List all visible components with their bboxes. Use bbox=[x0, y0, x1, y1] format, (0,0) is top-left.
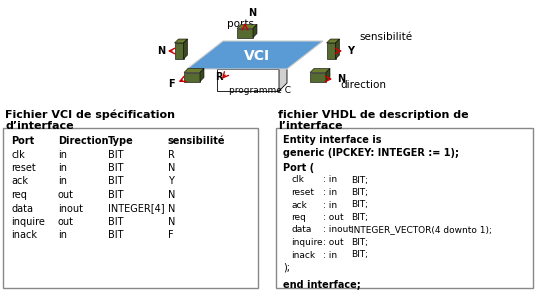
Text: F: F bbox=[168, 230, 174, 241]
Text: BIT;: BIT; bbox=[351, 238, 368, 247]
Text: );: ); bbox=[283, 263, 290, 273]
Text: req: req bbox=[11, 190, 27, 200]
Text: Y: Y bbox=[168, 176, 174, 187]
Text: programme C: programme C bbox=[229, 86, 291, 95]
Text: sensibilité: sensibilité bbox=[359, 32, 412, 42]
Text: in: in bbox=[58, 176, 67, 187]
Text: inquire: inquire bbox=[291, 238, 323, 247]
Text: sensibilité: sensibilité bbox=[168, 136, 226, 146]
Text: BIT: BIT bbox=[108, 190, 123, 200]
Text: reset: reset bbox=[291, 188, 314, 197]
Text: Entity interface is: Entity interface is bbox=[283, 135, 382, 145]
Text: Type: Type bbox=[108, 136, 134, 146]
Text: data: data bbox=[11, 204, 33, 213]
Text: Port (: Port ( bbox=[283, 163, 314, 173]
Text: BIT: BIT bbox=[108, 176, 123, 187]
Text: : inout: : inout bbox=[323, 225, 352, 234]
Text: out: out bbox=[58, 190, 74, 200]
Polygon shape bbox=[200, 69, 204, 81]
Text: inout: inout bbox=[58, 204, 83, 213]
Text: clk: clk bbox=[291, 175, 304, 185]
Polygon shape bbox=[184, 69, 204, 72]
Text: : out: : out bbox=[323, 213, 344, 222]
Text: BIT: BIT bbox=[108, 217, 123, 227]
Text: inack: inack bbox=[291, 251, 315, 260]
Text: N: N bbox=[248, 8, 256, 18]
Text: in: in bbox=[58, 230, 67, 241]
Bar bbox=[217, 69, 279, 91]
Text: out: out bbox=[58, 217, 74, 227]
Text: BIT: BIT bbox=[108, 163, 123, 173]
FancyBboxPatch shape bbox=[276, 128, 533, 288]
Polygon shape bbox=[279, 61, 287, 91]
Text: N: N bbox=[337, 74, 345, 84]
Text: req: req bbox=[291, 213, 306, 222]
Text: clk: clk bbox=[11, 150, 25, 159]
Text: : in: : in bbox=[323, 175, 337, 185]
Text: inquire: inquire bbox=[11, 217, 45, 227]
Text: N: N bbox=[168, 163, 175, 173]
Bar bbox=[237, 29, 253, 37]
Text: ack: ack bbox=[291, 201, 307, 209]
Polygon shape bbox=[326, 39, 339, 43]
Text: direction: direction bbox=[340, 80, 386, 90]
Text: F: F bbox=[168, 79, 175, 89]
Polygon shape bbox=[175, 39, 188, 43]
Polygon shape bbox=[237, 25, 257, 29]
Text: BIT: BIT bbox=[108, 230, 123, 241]
Text: Fichier VCI de spécification: Fichier VCI de spécification bbox=[5, 110, 175, 121]
Text: : in: : in bbox=[323, 251, 337, 260]
Bar bbox=[310, 72, 326, 81]
Text: BIT;: BIT; bbox=[351, 251, 368, 260]
Text: R: R bbox=[168, 150, 175, 159]
Polygon shape bbox=[187, 41, 323, 69]
Text: d’interface: d’interface bbox=[5, 121, 73, 131]
Bar bbox=[175, 43, 183, 59]
Text: Direction: Direction bbox=[58, 136, 108, 146]
Text: generic (IPCKEY: INTEGER := 1);: generic (IPCKEY: INTEGER := 1); bbox=[283, 147, 459, 157]
Text: BIT;: BIT; bbox=[351, 175, 368, 185]
Text: BIT: BIT bbox=[108, 150, 123, 159]
Text: data: data bbox=[291, 225, 311, 234]
Text: l’interface: l’interface bbox=[278, 121, 343, 131]
Text: ack: ack bbox=[11, 176, 28, 187]
Text: N: N bbox=[168, 217, 175, 227]
Text: BIT;: BIT; bbox=[351, 201, 368, 209]
Text: inack: inack bbox=[11, 230, 37, 241]
Text: in: in bbox=[58, 163, 67, 173]
Text: N: N bbox=[168, 204, 175, 213]
Text: N: N bbox=[157, 46, 165, 56]
Polygon shape bbox=[336, 39, 339, 59]
FancyBboxPatch shape bbox=[3, 128, 258, 288]
Bar bbox=[184, 72, 200, 81]
Polygon shape bbox=[217, 61, 287, 69]
Text: INTEGER[4]: INTEGER[4] bbox=[108, 204, 165, 213]
Text: INTEGER_VECTOR(4 downto 1);: INTEGER_VECTOR(4 downto 1); bbox=[351, 225, 492, 234]
Text: VCI: VCI bbox=[244, 49, 270, 63]
Polygon shape bbox=[183, 39, 188, 59]
Text: fichier VHDL de description de: fichier VHDL de description de bbox=[278, 110, 468, 120]
Text: in: in bbox=[58, 150, 67, 159]
Text: R: R bbox=[215, 72, 222, 82]
Text: : in: : in bbox=[323, 201, 337, 209]
Text: Y: Y bbox=[347, 46, 354, 56]
Polygon shape bbox=[310, 69, 330, 72]
Text: BIT;: BIT; bbox=[351, 188, 368, 197]
Text: end interface;: end interface; bbox=[283, 279, 361, 289]
Text: BIT;: BIT; bbox=[351, 213, 368, 222]
Text: : in: : in bbox=[323, 188, 337, 197]
Text: reset: reset bbox=[11, 163, 36, 173]
Text: N: N bbox=[168, 190, 175, 200]
Text: : out: : out bbox=[323, 238, 344, 247]
Polygon shape bbox=[326, 69, 330, 81]
Bar bbox=[326, 43, 336, 59]
Text: ports: ports bbox=[227, 19, 254, 29]
Text: Port: Port bbox=[11, 136, 34, 146]
Polygon shape bbox=[253, 25, 257, 37]
